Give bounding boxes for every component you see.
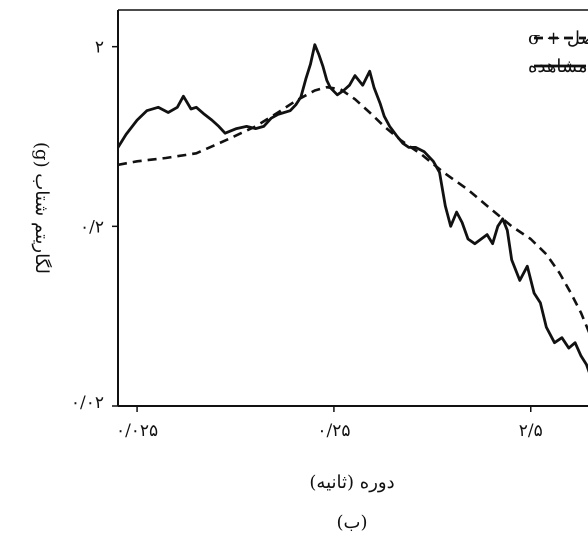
series-group xyxy=(118,43,588,373)
series-line-solid xyxy=(118,43,588,373)
figure-caption: (ب) xyxy=(337,512,368,533)
tick-labels: ۰/۰۲۵ ۰/۲۵ ۲/۵ ۰/۰۲ ۰/۲ ۲ xyxy=(71,38,543,441)
x-tick-label: ۰/۰۲۵ xyxy=(116,421,158,441)
y-tick-label: ۰/۲ xyxy=(80,217,104,237)
x-tick-label: ۲/۵ xyxy=(519,421,543,441)
y-axis-title: لگاریتم شتاب (g) xyxy=(31,142,53,274)
plot-area xyxy=(117,9,588,407)
x-axis-title: دوره (ثانیه) xyxy=(309,472,394,493)
y-tick-label: ۰/۰۲ xyxy=(71,393,104,413)
series-line-dashed xyxy=(118,85,588,334)
x-tick-label: ۰/۲۵ xyxy=(317,421,350,441)
legend: حدفاصل + σ مشاهده xyxy=(528,28,588,77)
y-tick-label: ۲ xyxy=(95,38,104,58)
legend-label-dashed: حدفاصل + σ xyxy=(528,28,588,49)
legend-label-solid: مشاهده xyxy=(528,56,588,77)
